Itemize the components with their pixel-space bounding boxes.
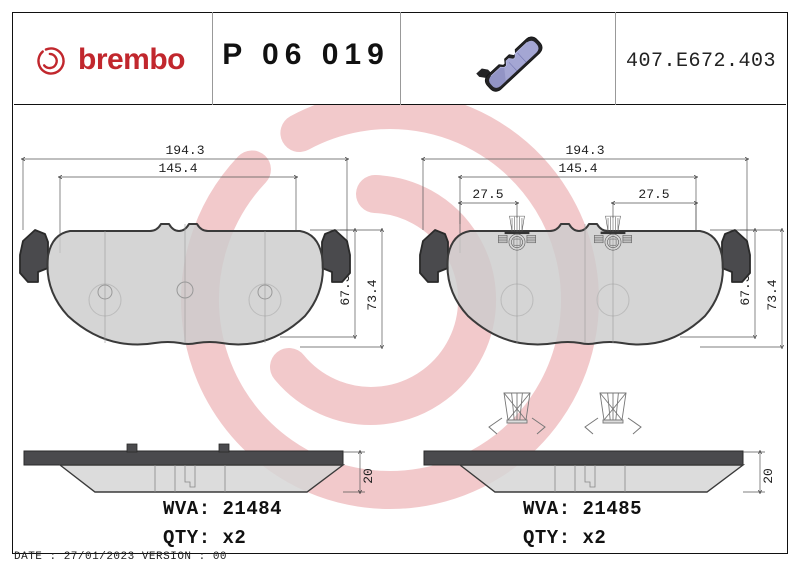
svg-text:145.4: 145.4 (158, 161, 197, 176)
svg-text:73.4: 73.4 (765, 279, 780, 310)
svg-text:20: 20 (761, 468, 776, 484)
svg-text:194.3: 194.3 (565, 143, 604, 158)
svg-text:145.4: 145.4 (558, 161, 597, 176)
svg-text:20: 20 (361, 468, 376, 484)
svg-text:194.3: 194.3 (165, 143, 204, 158)
svg-text:73.4: 73.4 (365, 279, 380, 310)
svg-text:27.5: 27.5 (472, 187, 503, 202)
svg-text:27.5: 27.5 (638, 187, 669, 202)
